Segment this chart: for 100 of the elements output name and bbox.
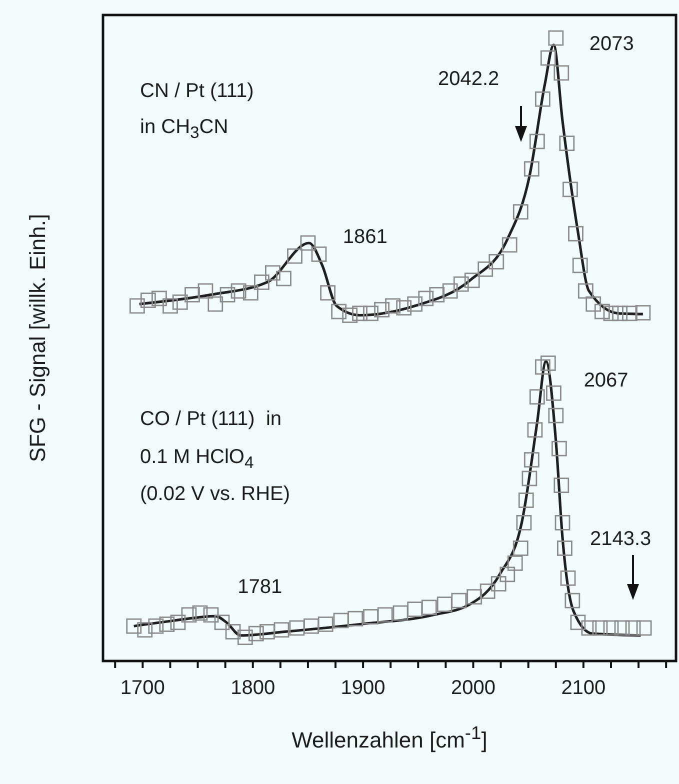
point [540,50,556,66]
point [418,290,434,306]
point [625,620,641,636]
point [636,620,652,636]
point [276,270,292,286]
point [586,296,602,312]
point [377,607,393,623]
point [524,161,540,177]
point [331,304,347,320]
point [170,614,186,630]
point [488,254,504,270]
point [603,620,619,636]
point [333,612,349,628]
point [225,624,241,640]
point [554,65,570,81]
point [570,614,586,630]
point [429,287,445,302]
point [548,408,564,424]
y-axis-title: SFG - Signal [willk. Einh.] [25,214,51,462]
annotation: 2073 [589,33,634,56]
point [311,246,327,262]
point [363,306,378,322]
point [300,235,316,251]
point [385,298,401,314]
point [480,584,496,599]
point [568,226,584,242]
point [348,610,364,626]
point [560,570,576,586]
point [363,609,378,624]
point [516,515,532,530]
point [320,285,336,301]
point [534,359,550,375]
point [259,624,275,640]
annotation: CN / Pt (111) [140,80,254,103]
point [529,389,545,405]
annotation: 2143.3 [590,528,652,551]
point [289,620,305,636]
point [562,182,578,198]
point [603,306,619,322]
point [137,622,153,638]
point [557,540,572,556]
point [594,304,610,320]
point [453,276,469,292]
point [478,261,494,277]
point [396,300,412,316]
point [230,283,246,299]
annotation: 1861 [342,226,388,248]
point [392,605,408,621]
point [502,237,518,253]
point [612,306,628,322]
point [529,134,545,150]
point [304,618,319,634]
annotation: 1781 [238,576,282,598]
point [522,470,538,486]
point [126,618,142,634]
point [592,620,608,636]
point [352,306,368,322]
annotation: 0.1 M HClO$_{4}$ [140,446,254,473]
annotation: 2067 [584,370,628,392]
annotation: (0.02 V vs. RHE) [140,483,290,506]
point [214,614,230,630]
point [559,136,575,152]
point [248,626,264,642]
point [436,596,452,612]
point [551,440,567,456]
point [554,478,570,494]
point [554,515,570,530]
point [546,385,562,401]
point [572,258,588,274]
point [500,566,516,582]
annotation: 2042.2 [438,68,500,91]
point [534,91,550,107]
point [451,592,467,608]
point [148,618,164,634]
point [548,30,564,46]
point [184,287,200,302]
point [159,616,175,632]
x-tick-label: 1700 [120,677,165,700]
point [466,589,482,605]
point [622,306,638,322]
point [527,422,543,438]
point [464,272,480,288]
point [342,308,358,323]
point [274,622,290,638]
point [490,576,506,592]
point [198,283,214,299]
point [407,602,423,617]
point [264,265,280,281]
point [524,452,540,468]
x-tick-label: 2100 [561,677,606,700]
point [172,294,188,310]
annotation: CO / Pt (111) in [140,408,282,431]
point [512,540,528,556]
point [208,296,224,312]
point [237,630,253,646]
point [203,607,219,623]
point [578,283,594,299]
point [614,620,630,636]
point [129,298,145,314]
point [407,296,423,312]
